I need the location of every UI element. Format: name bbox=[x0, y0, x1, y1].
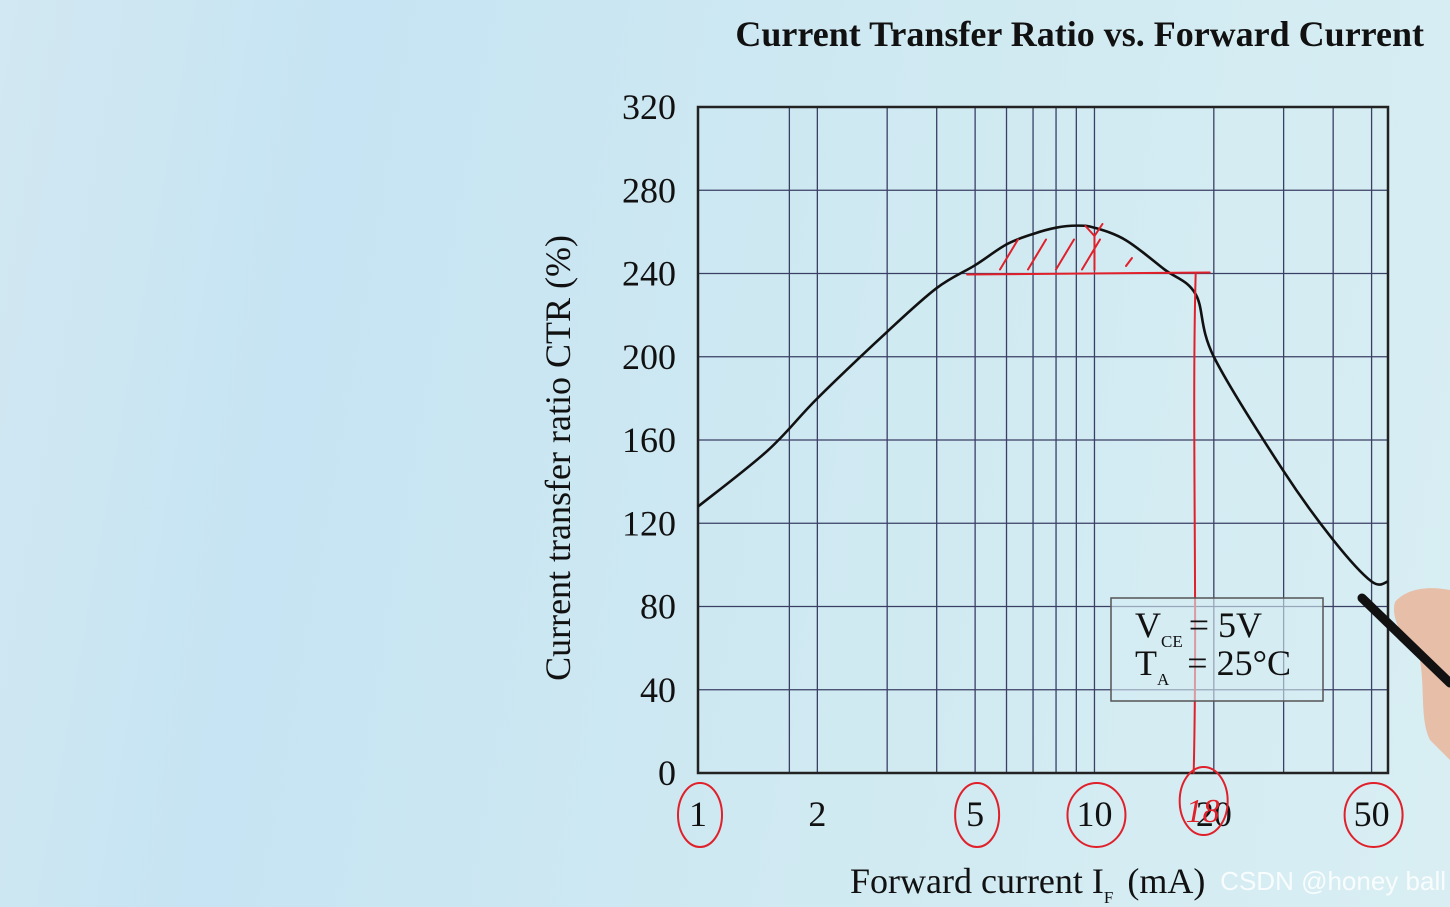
y-tick-label: 240 bbox=[622, 254, 676, 294]
y-tick-label: 0 bbox=[658, 753, 676, 793]
red-circle bbox=[1066, 782, 1127, 848]
conditions-box: VCE = 5V TA = 25°C bbox=[1110, 597, 1324, 702]
ctr-curve bbox=[697, 224, 1389, 586]
grid bbox=[698, 107, 1388, 773]
x-tick-labels: 1 2 5 10 20 50 bbox=[689, 794, 1390, 834]
hatch-mark bbox=[999, 238, 1019, 271]
y-tick-label: 280 bbox=[622, 170, 676, 210]
hatch-mark bbox=[1027, 238, 1047, 271]
hatch-mark bbox=[1125, 257, 1133, 267]
x-axis-label-main: Forward current I bbox=[850, 861, 1104, 901]
condition-ta: TA = 25°C bbox=[1135, 643, 1291, 689]
red-circle bbox=[677, 782, 723, 848]
x-axis-label: Forward current IF (mA) bbox=[850, 861, 1205, 907]
red-circle bbox=[954, 782, 1001, 848]
x-tick-label: 50 bbox=[1354, 794, 1390, 834]
watermark: CSDN @honey ball bbox=[1220, 866, 1446, 896]
handwritten-annotations: 18 bbox=[677, 223, 1404, 848]
y-tick-label: 320 bbox=[622, 87, 676, 127]
y-tick-labels: 0 40 80 120 160 200 240 280 320 bbox=[622, 87, 676, 793]
x-tick-label: 5 bbox=[966, 794, 984, 834]
hatch-mark bbox=[1055, 238, 1075, 271]
y-tick-label: 80 bbox=[640, 587, 676, 627]
red-circle bbox=[1343, 782, 1404, 848]
y-tick-label: 40 bbox=[640, 670, 676, 710]
red-circle-18 bbox=[1178, 766, 1229, 836]
y-axis-label: Current transfer ratio CTR (%) bbox=[538, 235, 578, 681]
x-axis-label-unit: (mA) bbox=[1127, 861, 1205, 901]
y-tick-label: 160 bbox=[622, 420, 676, 460]
pen-in-hand bbox=[1357, 588, 1450, 760]
hatch-mark bbox=[1081, 238, 1101, 271]
chart-title: Current Transfer Ratio vs. Forward Curre… bbox=[735, 14, 1424, 54]
threshold-line bbox=[966, 271, 1211, 276]
y-tick-label: 200 bbox=[622, 337, 676, 377]
plot-frame bbox=[696, 105, 1390, 775]
y-tick-label: 120 bbox=[622, 503, 676, 543]
x-tick-label: 1 bbox=[689, 794, 707, 834]
handwritten-18: 18 bbox=[1186, 793, 1220, 830]
x-tick-label: 10 bbox=[1076, 794, 1112, 834]
x-tick-label: 2 bbox=[808, 794, 826, 834]
x-axis-label-sub: F bbox=[1104, 888, 1113, 907]
condition-vce: VCE = 5V bbox=[1135, 605, 1262, 651]
peak-marker bbox=[1084, 223, 1104, 271]
drop-line bbox=[1192, 272, 1197, 774]
